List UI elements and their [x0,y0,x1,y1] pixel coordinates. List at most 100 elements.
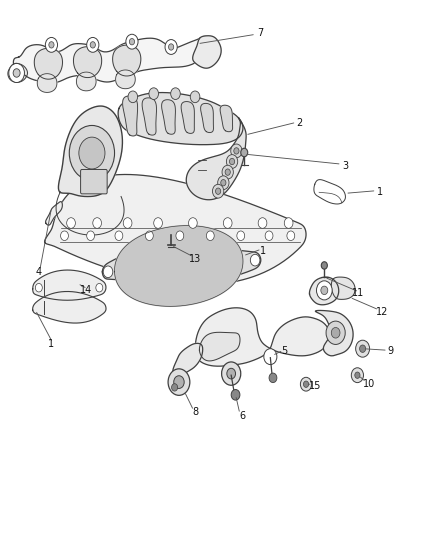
Text: 4: 4 [35,267,42,277]
Circle shape [226,155,238,168]
Circle shape [360,345,366,352]
Circle shape [67,217,75,228]
Circle shape [222,165,233,179]
Polygon shape [8,63,28,82]
Polygon shape [74,47,102,78]
Polygon shape [201,103,213,133]
Circle shape [154,217,162,228]
Circle shape [87,231,95,240]
Polygon shape [102,246,261,282]
Polygon shape [14,36,217,83]
Circle shape [287,231,295,240]
Polygon shape [315,310,353,356]
Polygon shape [199,332,240,361]
Circle shape [79,137,105,169]
Circle shape [212,184,224,198]
Circle shape [237,231,245,240]
Polygon shape [58,106,123,197]
Polygon shape [46,201,62,225]
Circle shape [251,254,260,266]
Circle shape [355,372,360,378]
Polygon shape [173,343,203,377]
Polygon shape [33,270,106,300]
Polygon shape [195,308,330,366]
Text: 6: 6 [240,411,246,421]
Polygon shape [113,45,141,76]
Circle shape [269,373,277,383]
Polygon shape [114,225,243,306]
Circle shape [321,262,327,269]
Circle shape [218,176,229,190]
Circle shape [351,368,364,383]
Circle shape [60,231,68,240]
Circle shape [230,158,235,165]
Polygon shape [33,292,106,323]
Text: 7: 7 [257,28,264,38]
Circle shape [215,188,221,195]
Polygon shape [116,70,135,88]
Circle shape [258,217,267,228]
Circle shape [331,327,340,338]
Circle shape [49,42,54,48]
Text: 15: 15 [308,381,321,391]
Circle shape [128,91,138,103]
Circle shape [96,284,103,292]
Circle shape [222,362,241,385]
Circle shape [356,340,370,357]
Polygon shape [310,277,339,305]
Text: 1: 1 [48,340,54,350]
Polygon shape [193,36,221,68]
Circle shape [87,37,99,52]
Circle shape [188,217,197,228]
Circle shape [234,148,239,154]
Circle shape [123,217,132,228]
Circle shape [265,231,273,240]
Circle shape [300,377,312,391]
Circle shape [326,321,345,344]
Circle shape [231,390,240,400]
Circle shape [46,37,57,52]
Circle shape [227,368,236,379]
Circle shape [321,286,328,295]
Circle shape [69,125,115,181]
Polygon shape [220,105,233,132]
Circle shape [35,284,42,292]
Polygon shape [186,118,246,200]
Text: 11: 11 [352,288,364,298]
Text: 14: 14 [80,285,92,295]
Text: 2: 2 [297,118,303,128]
Text: 9: 9 [388,346,394,357]
Polygon shape [76,72,96,91]
Circle shape [174,376,184,389]
Circle shape [231,144,242,158]
Circle shape [115,231,123,240]
Polygon shape [37,74,57,92]
Text: 3: 3 [342,161,348,171]
Circle shape [221,180,226,186]
Circle shape [172,384,178,391]
Circle shape [93,217,102,228]
Polygon shape [142,98,156,135]
Text: 1: 1 [259,246,265,256]
Circle shape [206,231,214,240]
Text: 5: 5 [281,346,287,357]
Circle shape [169,44,174,50]
Polygon shape [123,96,138,136]
Circle shape [103,266,113,278]
Circle shape [304,381,309,387]
Circle shape [190,91,200,103]
Polygon shape [162,100,176,134]
Circle shape [176,231,184,240]
Polygon shape [331,277,355,300]
Circle shape [126,34,138,49]
Text: 12: 12 [376,306,389,317]
Circle shape [317,281,332,300]
Polygon shape [181,102,194,133]
Text: 1: 1 [377,187,383,197]
Circle shape [284,217,293,228]
Circle shape [264,349,277,365]
Polygon shape [34,49,63,79]
Circle shape [149,88,159,100]
Circle shape [9,63,25,83]
Circle shape [225,169,230,175]
